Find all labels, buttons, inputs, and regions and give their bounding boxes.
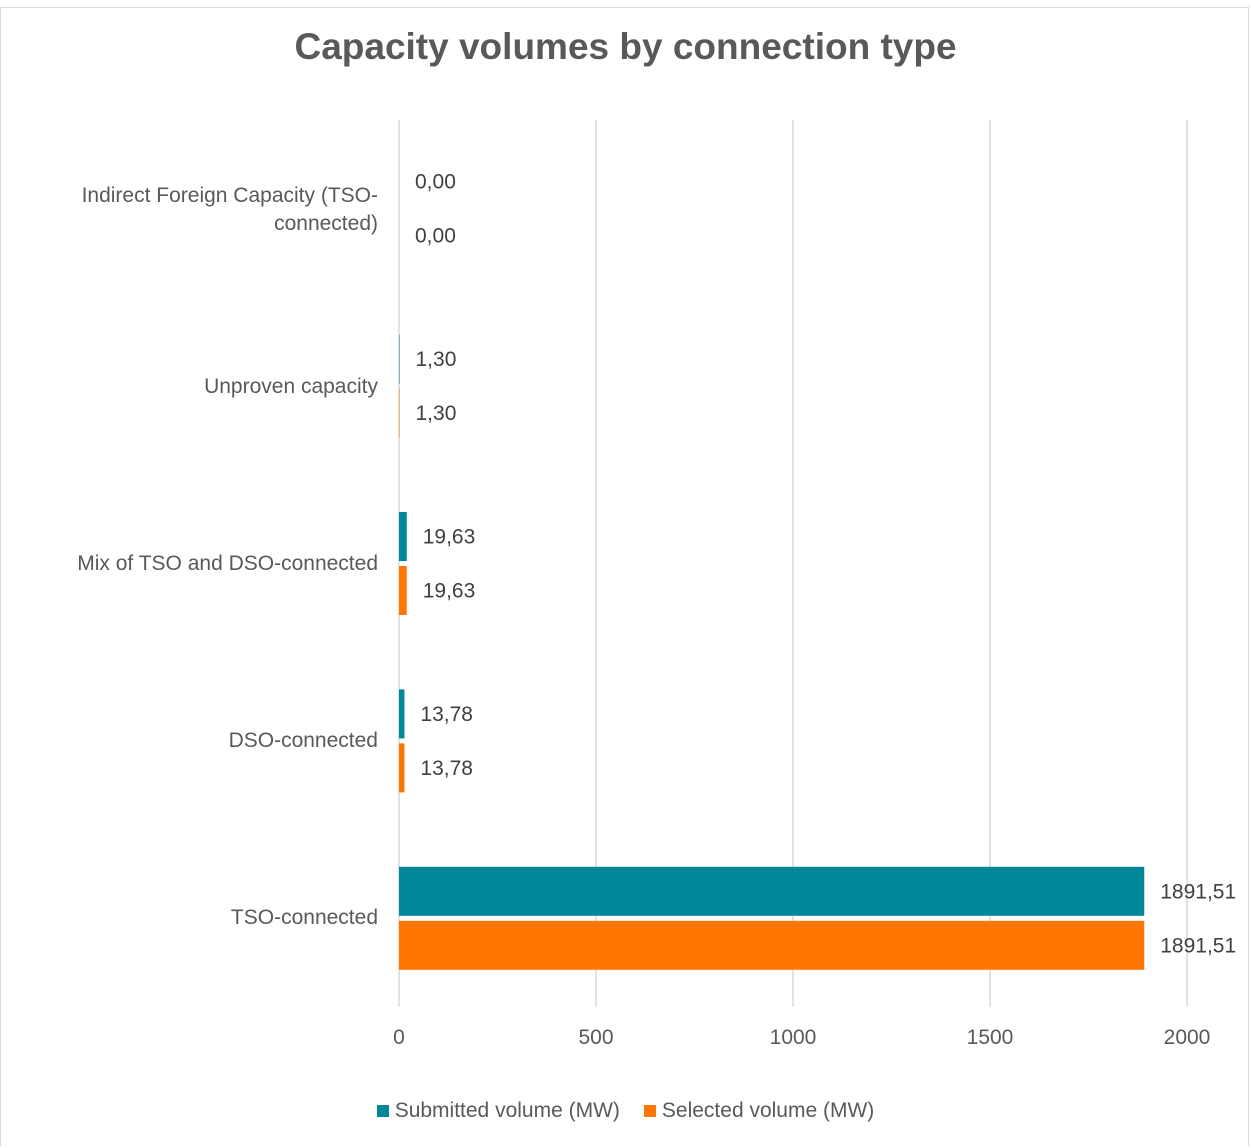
bar-selected-dso-connected (399, 743, 405, 793)
data-label-submitted-tso-connected: 1891,51 (1160, 880, 1236, 903)
legend-label-selected: Selected volume (MW) (661, 1099, 875, 1122)
bar-selected-unproven-capacity (399, 388, 400, 438)
category-label-unproven: Unproven capacity (204, 375, 378, 398)
x-tick-label-2000: 2000 (1164, 1026, 1211, 1049)
bar-submitted-mix-of-tso-and-dso-connected (399, 512, 407, 561)
category-label-mix: Mix of TSO and DSO-connected (77, 552, 378, 575)
bar-selected-mix-of-tso-and-dso-connected (399, 566, 407, 615)
data-label-selected-indirect-foreign-capacity-tso-connected: 0,00 (415, 225, 456, 248)
legend: Submitted volume (MW) Selected volume (M… (0, 1099, 1251, 1123)
data-label-selected-mix-of-tso-and-dso-connected: 19,63 (423, 580, 476, 603)
category-label-indirect-foreign: Indirect Foreign Capacity (TSO-connected… (81, 184, 378, 235)
x-tick-label-1500: 1500 (967, 1026, 1014, 1049)
legend-swatch-selected (643, 1105, 656, 1117)
bar-submitted-tso-connected (399, 866, 1145, 916)
bar-selected-tso-connected (399, 920, 1145, 970)
x-tick-label-500: 500 (578, 1026, 613, 1049)
data-label-submitted-dso-connected: 13,78 (420, 703, 473, 726)
x-tick-label-0: 0 (393, 1026, 405, 1049)
data-label-submitted-indirect-foreign-capacity-tso-connected: 0,00 (415, 171, 456, 194)
bar-submitted-unproven-capacity (399, 334, 400, 384)
chart-title: Capacity volumes by connection type (294, 26, 957, 67)
data-label-selected-dso-connected: 13,78 (420, 757, 473, 780)
x-tick-label-1000: 1000 (770, 1026, 817, 1049)
data-label-submitted-unproven-capacity: 1,30 (416, 348, 457, 371)
data-label-submitted-mix-of-tso-and-dso-connected: 19,63 (423, 526, 476, 549)
legend-item-submitted: Submitted volume (MW) (376, 1099, 620, 1123)
data-label-selected-tso-connected: 1891,51 (1160, 934, 1236, 957)
category-label-tso: TSO-connected (230, 906, 378, 929)
legend-label-submitted: Submitted volume (MW) (394, 1099, 620, 1122)
legend-swatch-submitted (376, 1105, 389, 1117)
data-label-selected-unproven-capacity: 1,30 (416, 402, 457, 425)
chart-frame (0, 7, 1249, 1146)
category-label-dso: DSO-connected (228, 729, 378, 752)
legend-item-selected: Selected volume (MW) (643, 1099, 875, 1123)
bar-submitted-dso-connected (399, 689, 405, 739)
